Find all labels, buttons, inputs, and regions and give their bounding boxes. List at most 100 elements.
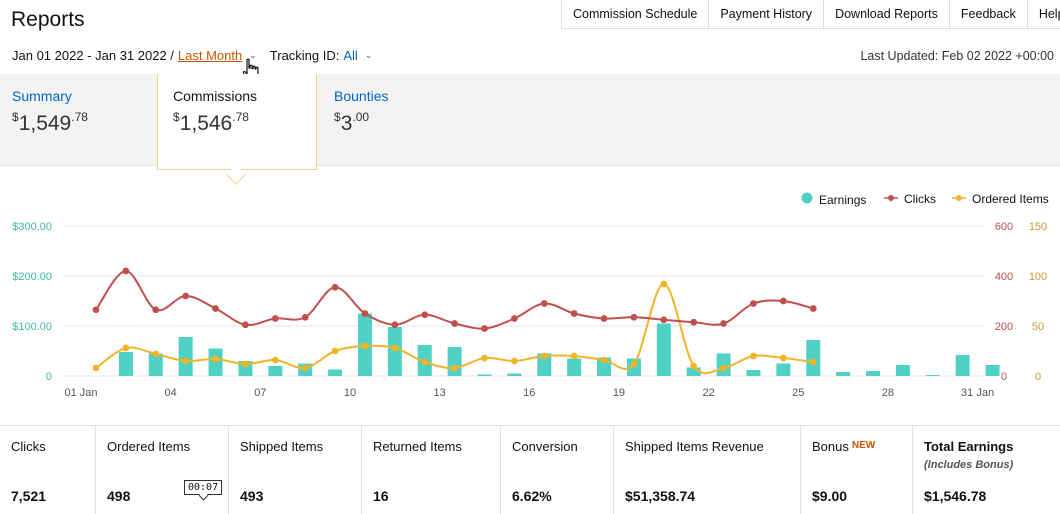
ordered-items-point bbox=[660, 280, 668, 288]
clicks-point bbox=[152, 306, 160, 314]
clicks-line bbox=[95, 269, 814, 330]
top-nav: Commission Schedule Payment History Down… bbox=[561, 0, 1060, 29]
ordered-items-point bbox=[540, 352, 548, 360]
earnings-bar bbox=[148, 353, 163, 376]
x-tick-label: 28 bbox=[882, 387, 894, 399]
legend-ordered-items-label: Ordered Items bbox=[972, 192, 1049, 206]
earnings-bar bbox=[806, 340, 821, 376]
clicks-point bbox=[540, 300, 548, 307]
ordered-items-point bbox=[570, 352, 578, 360]
y-tick-label-ordered: 50 bbox=[1032, 321, 1044, 333]
summary-tab[interactable]: Summary $1,549.78 bbox=[12, 88, 88, 136]
commissions-tab[interactable]: Commissions $1,546.78 bbox=[173, 88, 257, 136]
earnings-bar bbox=[268, 366, 283, 376]
earnings-bar bbox=[178, 337, 193, 376]
feedback-button[interactable]: Feedback bbox=[948, 0, 1027, 28]
stat-value: $1,546.78 bbox=[924, 488, 987, 504]
commissions-popover bbox=[157, 74, 317, 170]
y-tick-label-ordered: 150 bbox=[1029, 221, 1047, 233]
y-tick-label-clicks: 200 bbox=[995, 321, 1013, 333]
ordered-items-point bbox=[510, 357, 518, 365]
legend-earnings[interactable]: Earnings bbox=[801, 192, 866, 207]
date-range-dropdown[interactable]: Jan 01 2022 - Jan 31 2022 / Last Month ⌄ bbox=[12, 48, 257, 63]
legend-ordered-items[interactable]: Ordered Items bbox=[952, 192, 1049, 206]
stat-value: $51,358.74 bbox=[625, 488, 696, 504]
ordered-items-point bbox=[779, 354, 787, 362]
clicks-point bbox=[809, 305, 817, 312]
earnings-bar bbox=[328, 369, 343, 376]
stat-total-earnings: Total Earnings (Includes Bonus) $1,546.7… bbox=[913, 426, 1060, 514]
earnings-bar bbox=[836, 372, 851, 376]
ordered-items-point bbox=[630, 360, 638, 368]
clicks-point bbox=[630, 313, 638, 321]
clicks-point bbox=[451, 320, 459, 327]
summary-value: $1,549.78 bbox=[12, 110, 88, 135]
stat-bonus: Bonus NEW $9.00 bbox=[801, 426, 913, 514]
stat-value: 6.62% bbox=[512, 488, 552, 504]
ordered-items-point bbox=[600, 356, 608, 364]
x-tick-label: 31 Jan bbox=[961, 387, 994, 399]
stat-label: Returned Items bbox=[373, 439, 462, 454]
stat-ordered-items: Ordered Items 498 bbox=[96, 426, 229, 514]
download-reports-button[interactable]: Download Reports bbox=[823, 0, 949, 28]
summary-label: Summary bbox=[12, 88, 72, 104]
earnings-bar bbox=[925, 375, 940, 376]
ordered-items-point bbox=[421, 358, 429, 366]
earnings-bar bbox=[118, 352, 133, 376]
earnings-bar bbox=[656, 323, 671, 376]
earnings-bar bbox=[895, 365, 910, 376]
clicks-point bbox=[182, 292, 190, 300]
last-updated: Last Updated: Feb 02 2022 +00:00 bbox=[860, 49, 1054, 63]
earnings-bar bbox=[507, 373, 522, 376]
ordered-items-point bbox=[481, 354, 488, 362]
stat-label: Conversion bbox=[512, 439, 578, 454]
payment-history-button[interactable]: Payment History bbox=[708, 0, 824, 28]
commissions-label: Commissions bbox=[173, 88, 258, 104]
ordered-items-point bbox=[750, 352, 757, 360]
ordered-items-point bbox=[182, 357, 190, 365]
clicks-point bbox=[92, 306, 100, 314]
legend-clicks[interactable]: Clicks bbox=[884, 192, 936, 206]
legend-clicks-label: Clicks bbox=[904, 192, 936, 206]
commission-schedule-button[interactable]: Commission Schedule bbox=[561, 0, 709, 28]
chevron-down-icon: ⌄ bbox=[249, 50, 257, 60]
clicks-point bbox=[421, 311, 429, 319]
x-tick-label: 07 bbox=[254, 387, 266, 399]
earnings-chart: $300.00 600 150$200.00 400 100$100.00 200 500 0… bbox=[12, 221, 1047, 399]
filter-row: Jan 01 2022 - Jan 31 2022 / Last Month ⌄… bbox=[12, 48, 372, 63]
ordered-items-line-icon bbox=[952, 192, 966, 206]
bounties-tab[interactable]: Bounties $3.00 bbox=[334, 88, 388, 136]
ordered-items-point bbox=[301, 364, 309, 372]
chevron-down-icon: ⌄ bbox=[364, 50, 373, 60]
stat-value: $9.00 bbox=[812, 488, 848, 504]
legend-earnings-label: Earnings bbox=[819, 192, 867, 207]
ordered-items-point bbox=[690, 362, 698, 370]
earnings-bar bbox=[537, 353, 552, 376]
clicks-point bbox=[750, 300, 757, 307]
earnings-bar bbox=[447, 347, 462, 376]
y-tick-label-clicks: 400 bbox=[995, 271, 1013, 283]
earnings-bar bbox=[866, 371, 881, 376]
stat-shipped-revenue: Shipped Items Revenue $51,358.74 bbox=[614, 426, 801, 514]
clicks-point bbox=[242, 321, 249, 329]
stat-returned-items: Returned Items 16 bbox=[362, 426, 501, 514]
clicks-point bbox=[570, 310, 578, 317]
clicks-point bbox=[301, 313, 309, 321]
clicks-point bbox=[510, 315, 518, 322]
stat-conversion: Conversion 6.62% bbox=[501, 426, 614, 514]
ordered-items-point bbox=[331, 347, 339, 355]
clicks-point bbox=[391, 321, 399, 329]
date-preset-link[interactable]: Last Month bbox=[177, 48, 243, 63]
clicks-point bbox=[690, 318, 698, 326]
x-tick-label: 10 bbox=[344, 387, 356, 399]
stat-label: Bonus NEW bbox=[812, 439, 876, 454]
clicks-point bbox=[271, 315, 279, 322]
help-button[interactable]: Help bbox=[1026, 0, 1060, 28]
earnings-bar bbox=[686, 367, 701, 376]
tracking-id-value: All bbox=[343, 48, 358, 63]
clicks-point bbox=[212, 305, 219, 312]
x-tick-label: 01 Jan bbox=[64, 387, 97, 399]
stat-value: 16 bbox=[373, 488, 389, 504]
tracking-id-dropdown[interactable]: Tracking ID: All ⌄ bbox=[270, 48, 373, 63]
ordered-items-point bbox=[152, 350, 160, 358]
